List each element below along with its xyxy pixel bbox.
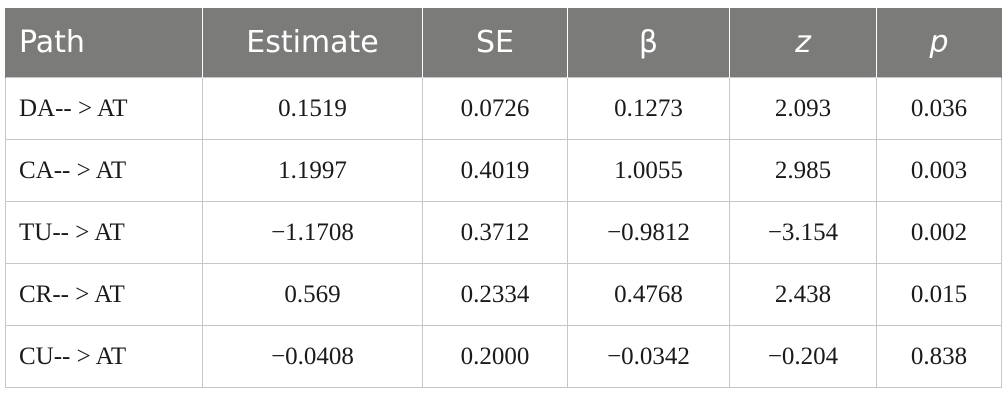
cell-z: 2.985 [729,139,877,202]
cell-path: CR-- > AT [5,263,203,326]
table-row: TU-- > AT −1.1708 0.3712 −0.9812 −3.154 … [5,201,1002,264]
header-p: p [876,8,1002,78]
cell-beta: −0.0342 [567,325,730,388]
cell-beta: 0.4768 [567,263,730,326]
cell-path: CA-- > AT [5,139,203,202]
cell-se: 0.2334 [422,263,568,326]
cell-se: 0.2000 [422,325,568,388]
cell-z: −0.204 [729,325,877,388]
cell-beta: 1.0055 [567,139,730,202]
cell-se: 0.3712 [422,201,568,264]
cell-estimate: 0.569 [202,263,423,326]
cell-estimate: 1.1997 [202,139,423,202]
table-body: DA-- > AT 0.1519 0.0726 0.1273 2.093 0.0… [5,77,1002,388]
path-results-table: Path Estimate SE β z p DA-- > AT 0.1519 … [5,8,1002,388]
cell-beta: 0.1273 [567,77,730,140]
cell-p: 0.015 [876,263,1002,326]
cell-estimate: 0.1519 [202,77,423,140]
table-row: CR-- > AT 0.569 0.2334 0.4768 2.438 0.01… [5,263,1002,326]
cell-beta: −0.9812 [567,201,730,264]
cell-z: 2.438 [729,263,877,326]
header-se: SE [422,8,568,78]
header-path: Path [5,8,203,78]
table-row: DA-- > AT 0.1519 0.0726 0.1273 2.093 0.0… [5,77,1002,140]
cell-estimate: −1.1708 [202,201,423,264]
cell-p: 0.002 [876,201,1002,264]
cell-z: 2.093 [729,77,877,140]
cell-estimate: −0.0408 [202,325,423,388]
header-z: z [729,8,877,78]
cell-z: −3.154 [729,201,877,264]
header-beta: β [567,8,730,78]
table-row: CA-- > AT 1.1997 0.4019 1.0055 2.985 0.0… [5,139,1002,202]
cell-path: TU-- > AT [5,201,203,264]
cell-p: 0.036 [876,77,1002,140]
cell-p: 0.838 [876,325,1002,388]
table-row: CU-- > AT −0.0408 0.2000 −0.0342 −0.204 … [5,325,1002,388]
results-table-container: Path Estimate SE β z p DA-- > AT 0.1519 … [5,8,1002,388]
cell-path: CU-- > AT [5,325,203,388]
table-header: Path Estimate SE β z p [5,8,1002,78]
cell-se: 0.4019 [422,139,568,202]
cell-p: 0.003 [876,139,1002,202]
cell-path: DA-- > AT [5,77,203,140]
cell-se: 0.0726 [422,77,568,140]
header-estimate: Estimate [202,8,423,78]
header-row: Path Estimate SE β z p [5,8,1002,78]
